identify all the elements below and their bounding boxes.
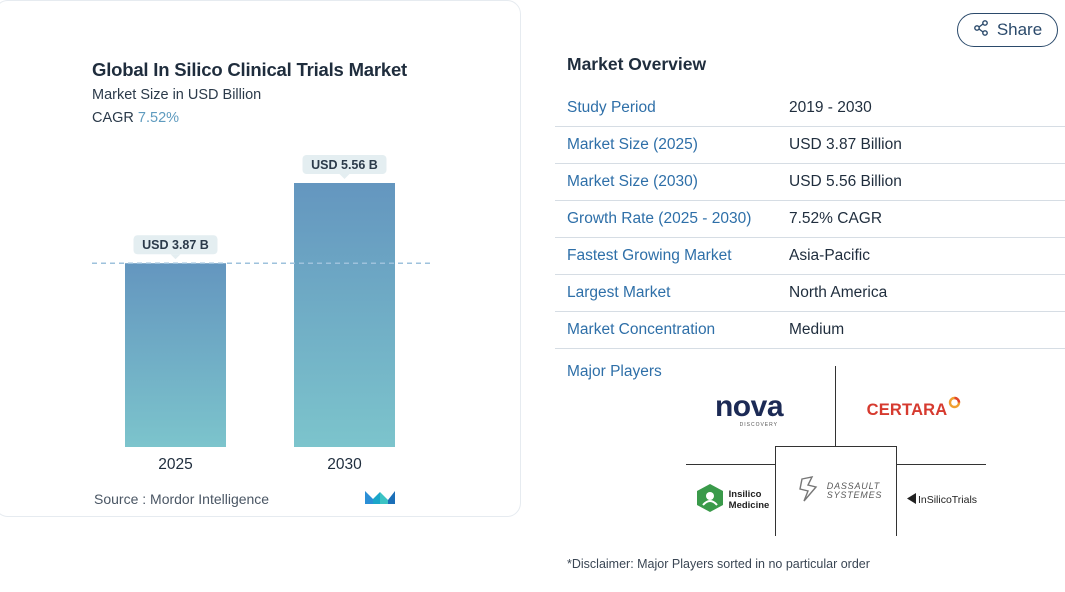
- x-tick-label: 2030: [327, 456, 362, 473]
- overview-key[interactable]: Growth Rate (2025 - 2030): [567, 210, 752, 227]
- mordor-intelligence-logo: [364, 489, 396, 510]
- overview-value: USD 5.56 Billion: [789, 173, 902, 190]
- certara-ring-icon: [948, 396, 961, 414]
- dassault-line-1: DASSAULT: [826, 481, 881, 491]
- overview-value: North America: [789, 284, 888, 301]
- share-button[interactable]: Share: [957, 13, 1058, 47]
- disclaimer: *Disclaimer: Major Players sorted in no …: [567, 557, 870, 571]
- major-players-label[interactable]: Major Players: [567, 363, 662, 380]
- player-insilico-medicine[interactable]: Insilico Medicine: [692, 482, 772, 518]
- insilico-line-1: Insilico: [728, 489, 762, 500]
- data-label: USD 3.87 B: [142, 238, 209, 252]
- grid-divider: [686, 464, 776, 465]
- grid-divider: [775, 446, 897, 447]
- data-label-box: [302, 155, 387, 174]
- insilico-medicine-text: Insilico Medicine: [729, 489, 770, 511]
- bar-chart: USD 3.87 B 2025 USD 5.56 B 2030: [92, 155, 432, 473]
- chart-card: [0, 0, 521, 517]
- dassault-line-2: SYSTEMES: [826, 490, 883, 500]
- data-label-pointer: [339, 174, 350, 179]
- cagr-row: CAGR 7.52%: [92, 110, 179, 126]
- certara-logo-text: CERTARA: [866, 400, 948, 419]
- overview-row-fastest-growing: Fastest Growing Market Asia-Pacific: [555, 238, 1065, 275]
- dassault-text: DASSAULT SYSTEMES: [827, 482, 882, 500]
- overview-key[interactable]: Largest Market: [567, 284, 671, 301]
- overview-table: Study Period 2019 - 2030 Market Size (20…: [555, 90, 1065, 349]
- grid-divider: [896, 446, 897, 536]
- overview-key[interactable]: Market Size (2025): [567, 136, 698, 153]
- grid-divider: [835, 366, 836, 446]
- data-label-box: [133, 235, 218, 255]
- dassault-3ds-icon: [798, 475, 824, 508]
- insilicotrials-icon: [906, 491, 916, 509]
- overview-value: Asia-Pacific: [789, 247, 870, 264]
- overview-row-growth-rate: Growth Rate (2025 - 2030) 7.52% CAGR: [555, 201, 1065, 238]
- cagr-value: 7.52%: [137, 110, 180, 126]
- overview-row-study-period: Study Period 2019 - 2030: [555, 90, 1065, 127]
- grid-divider: [775, 446, 776, 536]
- overview-row-largest-market: Largest Market North America: [555, 275, 1065, 312]
- x-tick-label: 2025: [158, 456, 192, 473]
- player-certara[interactable]: CERTARA: [862, 396, 966, 424]
- overview-value: 7.52% CAGR: [789, 210, 883, 227]
- bar-2025: [125, 263, 226, 447]
- overview-value: USD 3.87 Billion: [789, 136, 902, 153]
- bar-2030: [294, 183, 395, 447]
- cagr-label: CAGR: [92, 110, 134, 126]
- overview-key[interactable]: Market Concentration: [567, 321, 716, 338]
- grid-divider: [896, 464, 986, 465]
- market-overview-title: Market Overview: [567, 54, 707, 74]
- chart-title: Global In Silico Clinical Trials Market: [92, 59, 408, 80]
- insilico-medicine-icon: [695, 483, 725, 518]
- major-players-grid: nova DISCOVERY CERTARA Insilico Medicine: [686, 366, 986, 536]
- insilico-line-2: Medicine: [728, 500, 770, 511]
- nova-logo-text: nova: [714, 390, 784, 423]
- nova-logo-subtext: DISCOVERY: [739, 422, 778, 428]
- overview-value: Medium: [789, 321, 845, 338]
- chart-subtitle: Market Size in USD Billion: [92, 87, 262, 103]
- player-nova-discovery[interactable]: nova DISCOVERY: [704, 390, 794, 432]
- insilicotrials-text: InSilicoTrials: [917, 494, 978, 506]
- overview-key[interactable]: Market Size (2030): [567, 173, 698, 190]
- player-dassault-systemes[interactable]: DASSAULT SYSTEMES: [788, 474, 892, 508]
- overview-row-concentration: Market Concentration Medium: [555, 312, 1065, 349]
- data-label-pointer: [170, 254, 181, 260]
- overview-value: 2019 - 2030: [789, 99, 872, 116]
- share-icon: [973, 19, 989, 41]
- overview-key[interactable]: Study Period: [567, 99, 656, 116]
- player-insilicotrials[interactable]: InSilicoTrials: [898, 490, 986, 510]
- overview-key[interactable]: Fastest Growing Market: [567, 247, 732, 264]
- overview-row-market-size-2025: Market Size (2025) USD 3.87 Billion: [555, 127, 1065, 164]
- data-label: USD 5.56 B: [311, 158, 378, 172]
- share-label: Share: [996, 20, 1043, 39]
- overview-row-market-size-2030: Market Size (2030) USD 5.56 Billion: [555, 164, 1065, 201]
- chart-source: Source : Mordor Intelligence: [94, 491, 270, 507]
